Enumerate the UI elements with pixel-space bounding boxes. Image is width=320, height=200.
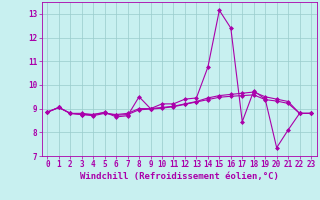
X-axis label: Windchill (Refroidissement éolien,°C): Windchill (Refroidissement éolien,°C) — [80, 172, 279, 181]
